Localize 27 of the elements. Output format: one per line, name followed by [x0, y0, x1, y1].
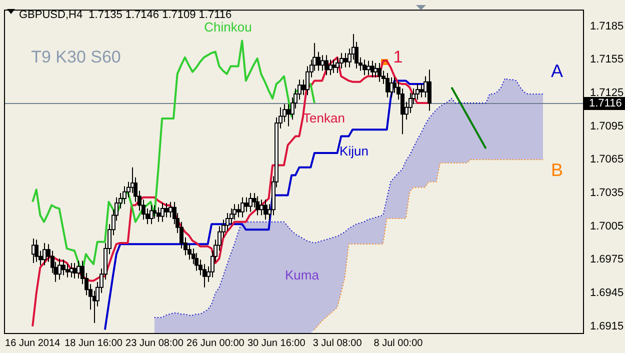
series-label: Kijun — [340, 144, 368, 159]
annotation: T9 K30 S60 — [31, 48, 121, 67]
x-tick-label: 16 Jun 2014 — [5, 338, 61, 349]
y-tick-label: 1.6915 — [590, 320, 624, 332]
annotation: Kuma — [285, 268, 320, 283]
series-label: Tenkan — [303, 110, 345, 126]
series-label: B — [550, 160, 564, 180]
y-tick-label: 1.7005 — [590, 220, 624, 232]
x-tick-label: 3 Jul 08:00 — [312, 338, 362, 349]
x-tick-label: 8 Jul 00:00 — [374, 338, 424, 349]
y-tick-label: 1.7095 — [590, 120, 624, 132]
x-tick-label: 23 Jun 08:00 — [126, 338, 184, 349]
y-tick-label: 1.7185 — [590, 20, 624, 32]
y-tick-label: 1.7155 — [590, 54, 624, 66]
y-tick-label: 1.7035 — [590, 187, 624, 199]
x-tick-label: 18 Jun 16:00 — [64, 338, 123, 349]
y-tick-label: 1.6945 — [590, 287, 624, 300]
ref-line-label: 1.7116 — [589, 97, 622, 110]
annotation: 1 — [393, 48, 403, 67]
y-tick-label: 1.7125 — [590, 86, 624, 99]
y-tick-label: 1.6975 — [590, 254, 624, 266]
x-tick-label: 30 Jun 16:00 — [247, 338, 306, 349]
series-label: Chinkou — [204, 20, 252, 35]
series-label: A — [550, 60, 564, 81]
x-tick-label: 26 Jun 00:00 — [186, 338, 245, 349]
y-tick-label: 1.7065 — [590, 154, 624, 166]
chart-title: GBPUSD,H4 1.7135 1.7146 1.7109 1.7116 — [19, 9, 232, 22]
